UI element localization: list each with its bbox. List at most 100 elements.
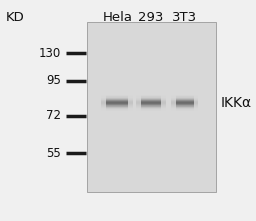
Bar xyxy=(106,98,128,99)
Bar xyxy=(171,107,198,108)
Bar xyxy=(136,101,166,102)
Bar xyxy=(106,108,128,109)
Bar xyxy=(101,105,133,106)
Bar xyxy=(101,106,133,107)
Bar xyxy=(171,105,198,106)
Bar xyxy=(101,107,133,108)
Bar xyxy=(101,110,133,111)
Bar xyxy=(171,104,198,105)
Bar xyxy=(136,108,166,109)
Bar xyxy=(141,102,161,103)
Bar xyxy=(141,97,161,98)
Bar xyxy=(141,109,161,110)
Bar xyxy=(176,100,194,101)
Bar xyxy=(106,109,128,110)
Bar xyxy=(141,101,161,102)
Bar xyxy=(136,98,166,99)
Text: 72: 72 xyxy=(46,109,61,122)
Bar xyxy=(141,98,161,99)
Bar xyxy=(101,99,133,100)
Bar xyxy=(176,104,194,105)
Bar xyxy=(106,107,128,108)
Text: 130: 130 xyxy=(39,47,61,60)
Bar xyxy=(106,101,128,102)
Bar xyxy=(141,100,161,101)
Bar xyxy=(136,107,166,108)
Bar xyxy=(101,96,133,97)
Bar xyxy=(101,97,133,98)
Bar xyxy=(141,96,161,97)
Bar xyxy=(106,99,128,100)
Bar xyxy=(106,104,128,105)
Bar xyxy=(171,102,198,103)
Bar xyxy=(176,101,194,102)
Bar xyxy=(176,96,194,97)
Bar xyxy=(106,103,128,104)
Bar xyxy=(171,95,198,96)
Bar xyxy=(171,106,198,107)
Bar xyxy=(106,110,128,111)
Bar xyxy=(176,102,194,103)
Bar xyxy=(171,110,198,111)
Bar xyxy=(141,108,161,109)
Text: 95: 95 xyxy=(46,74,61,87)
Bar xyxy=(106,97,128,98)
Bar xyxy=(101,100,133,101)
Bar xyxy=(141,107,161,108)
Text: KD: KD xyxy=(5,11,24,24)
Bar xyxy=(171,109,198,110)
Text: 55: 55 xyxy=(46,147,61,160)
Bar xyxy=(171,99,198,100)
Bar xyxy=(171,98,198,99)
Bar xyxy=(106,105,128,106)
Bar xyxy=(176,108,194,109)
Bar xyxy=(101,95,133,96)
Bar xyxy=(141,105,161,106)
Bar xyxy=(176,110,194,111)
Bar xyxy=(171,97,198,98)
Bar xyxy=(136,110,166,111)
Text: Hela: Hela xyxy=(102,11,132,24)
Bar xyxy=(171,96,198,97)
Bar xyxy=(176,103,194,104)
Bar xyxy=(171,100,198,101)
Bar xyxy=(136,95,166,96)
Bar xyxy=(101,108,133,109)
Bar xyxy=(171,101,198,102)
Bar xyxy=(106,95,128,96)
Bar xyxy=(176,95,194,96)
Bar xyxy=(176,105,194,106)
Bar xyxy=(141,104,161,105)
Bar xyxy=(141,103,161,104)
Bar xyxy=(141,110,161,111)
Text: 3T3: 3T3 xyxy=(172,11,197,24)
Bar xyxy=(176,109,194,110)
Text: IKKα: IKKα xyxy=(221,96,252,110)
Bar xyxy=(136,104,166,105)
Bar xyxy=(136,109,166,110)
Text: 293: 293 xyxy=(138,11,164,24)
Bar xyxy=(176,97,194,98)
Bar xyxy=(101,109,133,110)
Bar xyxy=(176,98,194,99)
Bar xyxy=(136,96,166,97)
Bar xyxy=(171,108,198,109)
Bar xyxy=(101,104,133,105)
Bar xyxy=(136,106,166,107)
Bar xyxy=(176,107,194,108)
FancyBboxPatch shape xyxy=(87,22,216,192)
Bar xyxy=(136,97,166,98)
Bar xyxy=(136,100,166,101)
Bar xyxy=(136,105,166,106)
Bar xyxy=(141,95,161,96)
Bar xyxy=(136,103,166,104)
Bar xyxy=(101,103,133,104)
Bar xyxy=(101,98,133,99)
Bar xyxy=(141,106,161,107)
Bar xyxy=(176,99,194,100)
Bar xyxy=(106,102,128,103)
Bar xyxy=(101,102,133,103)
Bar xyxy=(136,102,166,103)
Bar xyxy=(101,101,133,102)
Bar xyxy=(176,106,194,107)
